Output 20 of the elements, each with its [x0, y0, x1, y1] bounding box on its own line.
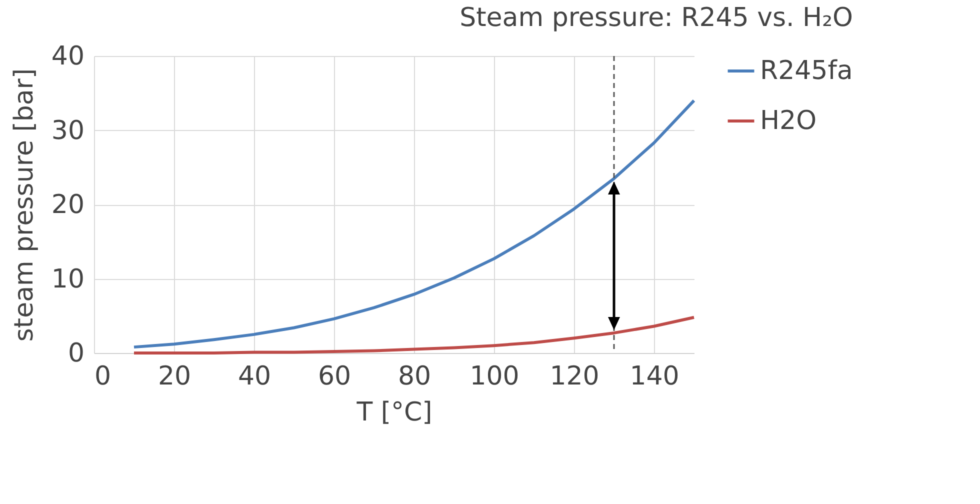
x-tick-label: 100 [470, 362, 520, 392]
x-axis-title: T [°C] [356, 398, 432, 428]
line-series [132, 316, 696, 354]
y-tick-label: 40 [51, 42, 84, 72]
line-series [132, 99, 696, 349]
x-tick-label: 140 [630, 362, 680, 392]
legend-label: R245fa [760, 56, 853, 86]
y-tick-label: 30 [51, 116, 84, 146]
chart-title: Steam pressure: R245 vs. H₂O [460, 3, 853, 33]
x-tick-label: 60 [318, 362, 352, 392]
y-tick-label: 10 [51, 264, 84, 294]
y-axis-title: steam pressure [bar] [9, 68, 40, 342]
x-tick-label: 20 [158, 362, 192, 392]
y-tick-label: 20 [51, 190, 84, 220]
x-tick-label: 80 [398, 362, 432, 392]
x-tick-label: 40 [238, 362, 272, 392]
x-tick-label: 0 [94, 362, 112, 392]
legend-label: H2O [760, 106, 817, 136]
x-tick-label: 120 [550, 362, 600, 392]
y-tick-label: 0 [68, 338, 84, 368]
